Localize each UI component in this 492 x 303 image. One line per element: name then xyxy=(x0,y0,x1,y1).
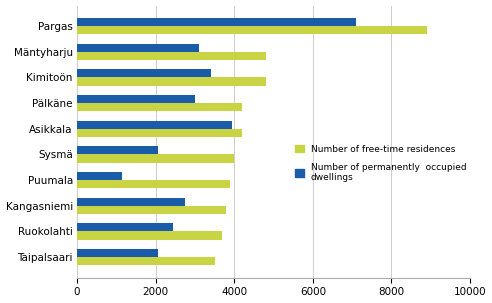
Bar xyxy=(77,146,157,155)
Bar xyxy=(77,223,173,231)
Bar xyxy=(77,103,242,112)
Bar xyxy=(77,26,427,34)
Bar xyxy=(77,198,185,206)
Bar xyxy=(77,172,122,180)
Bar xyxy=(77,180,230,188)
Bar xyxy=(77,257,215,265)
Bar xyxy=(77,121,232,129)
Bar xyxy=(77,95,195,103)
Bar xyxy=(77,129,242,137)
Bar xyxy=(77,69,211,78)
Bar xyxy=(77,44,199,52)
Bar xyxy=(77,206,226,214)
Bar xyxy=(77,18,356,26)
Bar xyxy=(77,52,266,60)
Bar xyxy=(77,231,222,240)
Bar xyxy=(77,78,266,86)
Bar xyxy=(77,249,157,257)
Bar xyxy=(77,155,234,163)
Legend: Number of free-time residences, Number of permanently  occupied
dwellings: Number of free-time residences, Number o… xyxy=(291,141,470,186)
